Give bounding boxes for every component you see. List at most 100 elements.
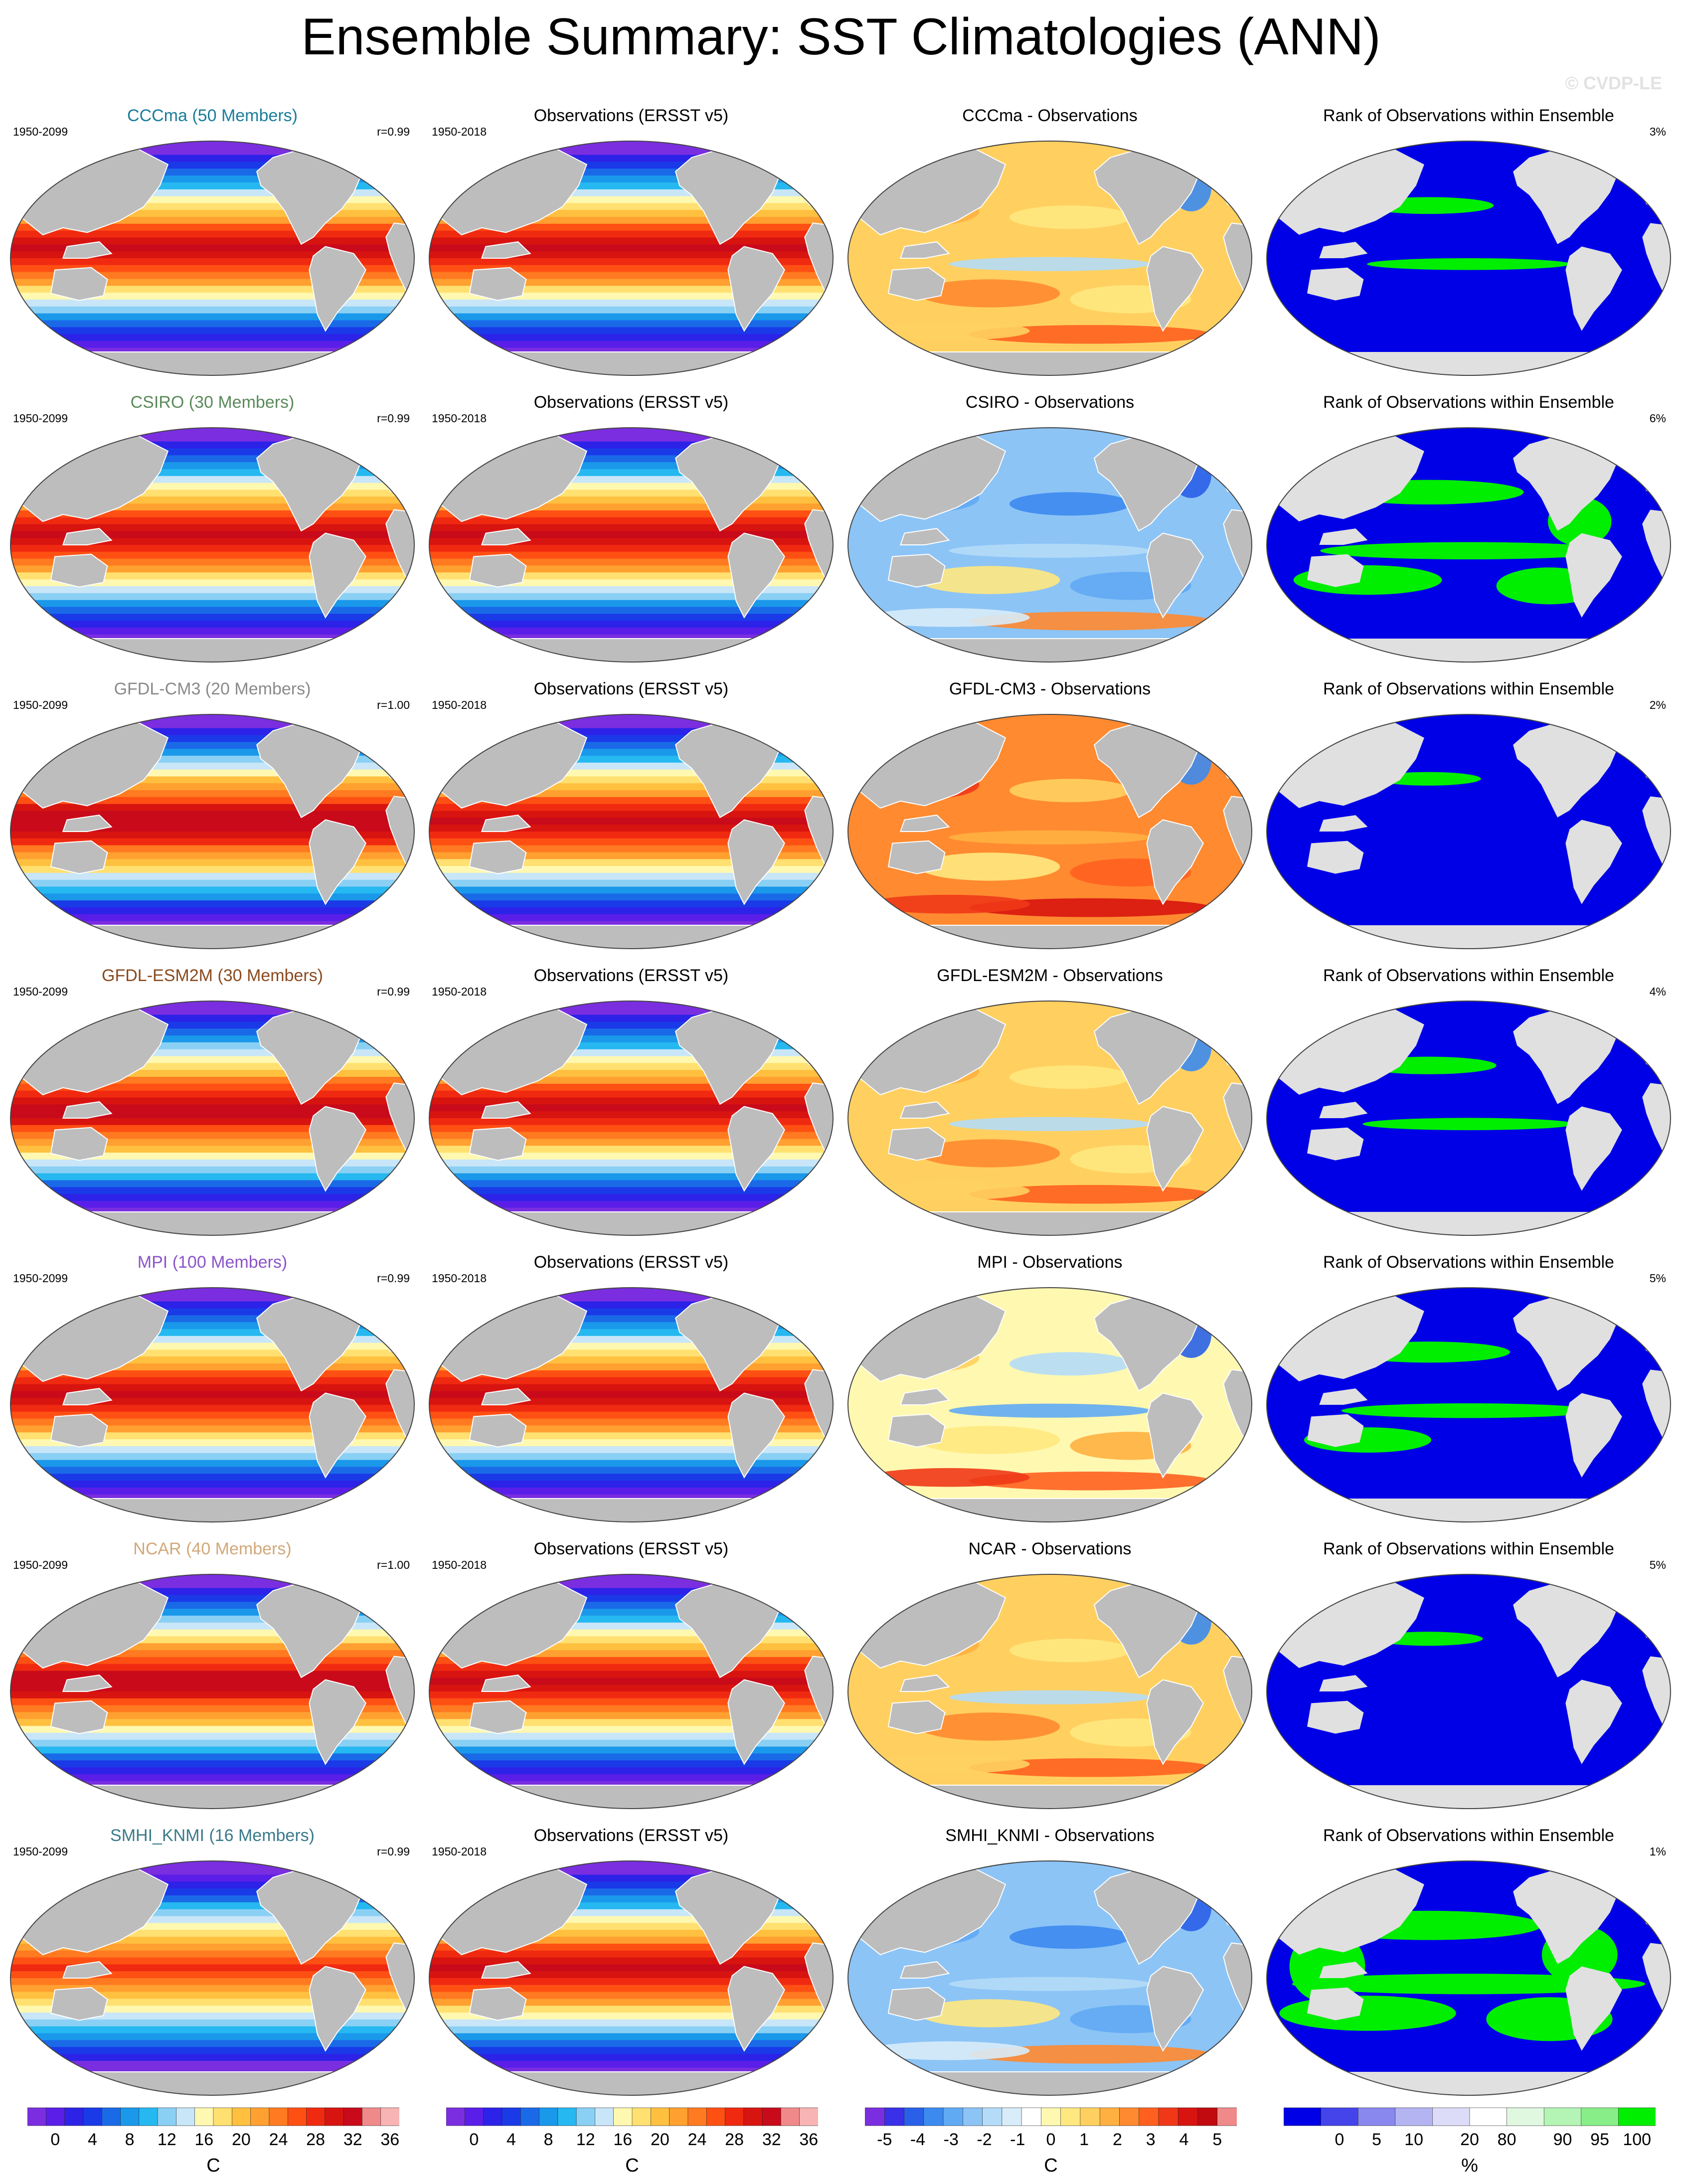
sst-band: [429, 866, 833, 873]
sst-band: [10, 1867, 414, 1875]
rank-region: [1279, 1996, 1456, 2031]
land-africa: [1223, 1369, 1252, 1439]
sst-band: [10, 455, 414, 463]
sst-band: [429, 293, 833, 300]
sst-band: [10, 1028, 414, 1036]
robinson-map: [429, 1287, 834, 1522]
rank-percent: 4%: [1649, 985, 1666, 998]
colorbar-swatch: [963, 2107, 983, 2126]
panel-title: Observations (ERSST v5): [533, 679, 729, 698]
land-greenland: [1602, 1576, 1639, 1598]
land-indonesia: [62, 1388, 113, 1405]
map-panel-rank: Rank of Observations within Ensemble 6%: [1260, 386, 1677, 672]
land-indonesia: [899, 1101, 950, 1119]
sst-band: [10, 428, 414, 435]
robinson-map: [429, 141, 834, 376]
colorbar-tick-label: 0: [50, 2130, 60, 2149]
robinson-map: [429, 1860, 834, 2096]
sst-band: [10, 1294, 414, 1302]
land-antarctica: [1267, 925, 1671, 949]
panel-title: Observations (ERSST v5): [533, 1253, 729, 1272]
robinson-map: [1266, 1001, 1671, 1236]
sst-band: [429, 1881, 833, 1889]
sst-band: [10, 441, 414, 449]
land-africa: [1223, 796, 1252, 865]
colorbar-swatch: [325, 2107, 344, 2126]
map-outline: [847, 1860, 1252, 2096]
land-africa: [1642, 1943, 1671, 2011]
sst-band: [10, 1774, 414, 1782]
sst-band: [10, 811, 414, 819]
land-greenland: [1182, 1862, 1220, 1885]
land-namerica: [1513, 1010, 1618, 1104]
anomaly-region: [949, 257, 1151, 271]
panel-title: Rank of Observations within Ensemble: [1323, 966, 1614, 985]
sst-band: [429, 1200, 833, 1208]
sst-band: [429, 244, 833, 252]
period-label: 1950-2099: [13, 1845, 68, 1858]
land-antarctica: [1267, 1499, 1671, 1522]
land-australia: [1307, 1987, 1364, 2020]
land-namerica: [1093, 150, 1200, 245]
colorbar-swatch: [45, 2107, 65, 2126]
anomaly-region: [918, 1426, 1060, 1454]
sst-band: [10, 1166, 414, 1174]
map-panel-diff: NCAR - Observations: [841, 1533, 1258, 1819]
sst-band: [429, 872, 833, 880]
colorbar-unit: C: [206, 2155, 220, 2176]
colorbar-tick-label: 12: [157, 2130, 176, 2149]
land-indonesia: [899, 528, 950, 545]
colorbar-swatch: [1395, 2107, 1433, 2126]
period-label: 1950-2018: [432, 985, 487, 998]
sst-band: [429, 1180, 833, 1188]
land-africa: [1642, 1656, 1671, 1724]
colorbar-diff: -5 -4 -3 -2 -1 0 1 2 3 4 5 C: [865, 2107, 1237, 2182]
sst-band: [10, 2019, 414, 2027]
colorbar-swatch: [194, 2107, 214, 2126]
sst-band: [10, 1301, 414, 1309]
sst-band: [429, 586, 833, 594]
land-antarctica: [10, 1211, 414, 1235]
sst-band: [429, 1159, 833, 1167]
panel-title: Observations (ERSST v5): [533, 1539, 729, 1558]
land-australia: [1307, 840, 1364, 874]
land-indonesia: [1319, 528, 1368, 545]
sst-band: [429, 1964, 833, 1972]
land-indonesia: [62, 1101, 113, 1119]
sst-band: [10, 2026, 414, 2034]
sst-band: [429, 1288, 833, 1295]
land-africa: [804, 1369, 833, 1439]
land-indonesia: [1319, 1388, 1368, 1405]
panel-title: CCCma - Observations: [962, 106, 1138, 125]
robinson-map: [10, 1574, 415, 1809]
land-australia: [469, 1987, 527, 2021]
land-antarctica: [848, 2071, 1252, 2095]
map-outline: [429, 1860, 834, 2096]
sst-band: [429, 2054, 833, 2061]
land-australia: [887, 553, 946, 588]
robinson-map: [1266, 1860, 1671, 2096]
sst-band: [10, 1588, 414, 1596]
anomaly-region: [969, 1184, 1211, 1204]
colorbar-tick-label: 4: [506, 2130, 516, 2149]
sst-band: [10, 804, 414, 812]
sst-band: [10, 721, 414, 729]
colorbar-swatch: [1321, 2107, 1359, 2126]
land-samerica: [309, 1679, 366, 1765]
colorbar-swatch: [250, 2107, 270, 2126]
colorbar-swatch: [176, 2107, 195, 2126]
map-outline: [1266, 1001, 1671, 1236]
colorbar-tick-label: 4: [1179, 2130, 1189, 2149]
sst-band: [429, 914, 833, 922]
land-antarctica: [848, 638, 1252, 662]
panel-title: Rank of Observations within Ensemble: [1323, 679, 1614, 698]
rank-region: [1366, 258, 1571, 270]
colorbar-tick-label: 100: [1623, 2130, 1652, 2149]
sst-band: [10, 1753, 414, 1761]
sst-band: [429, 1187, 833, 1194]
colorbar-swatch: [1507, 2107, 1545, 2126]
anomaly-region: [868, 2041, 1030, 2060]
land-africa: [1642, 509, 1671, 578]
land-samerica: [1146, 532, 1204, 619]
sst-band: [10, 2054, 414, 2061]
